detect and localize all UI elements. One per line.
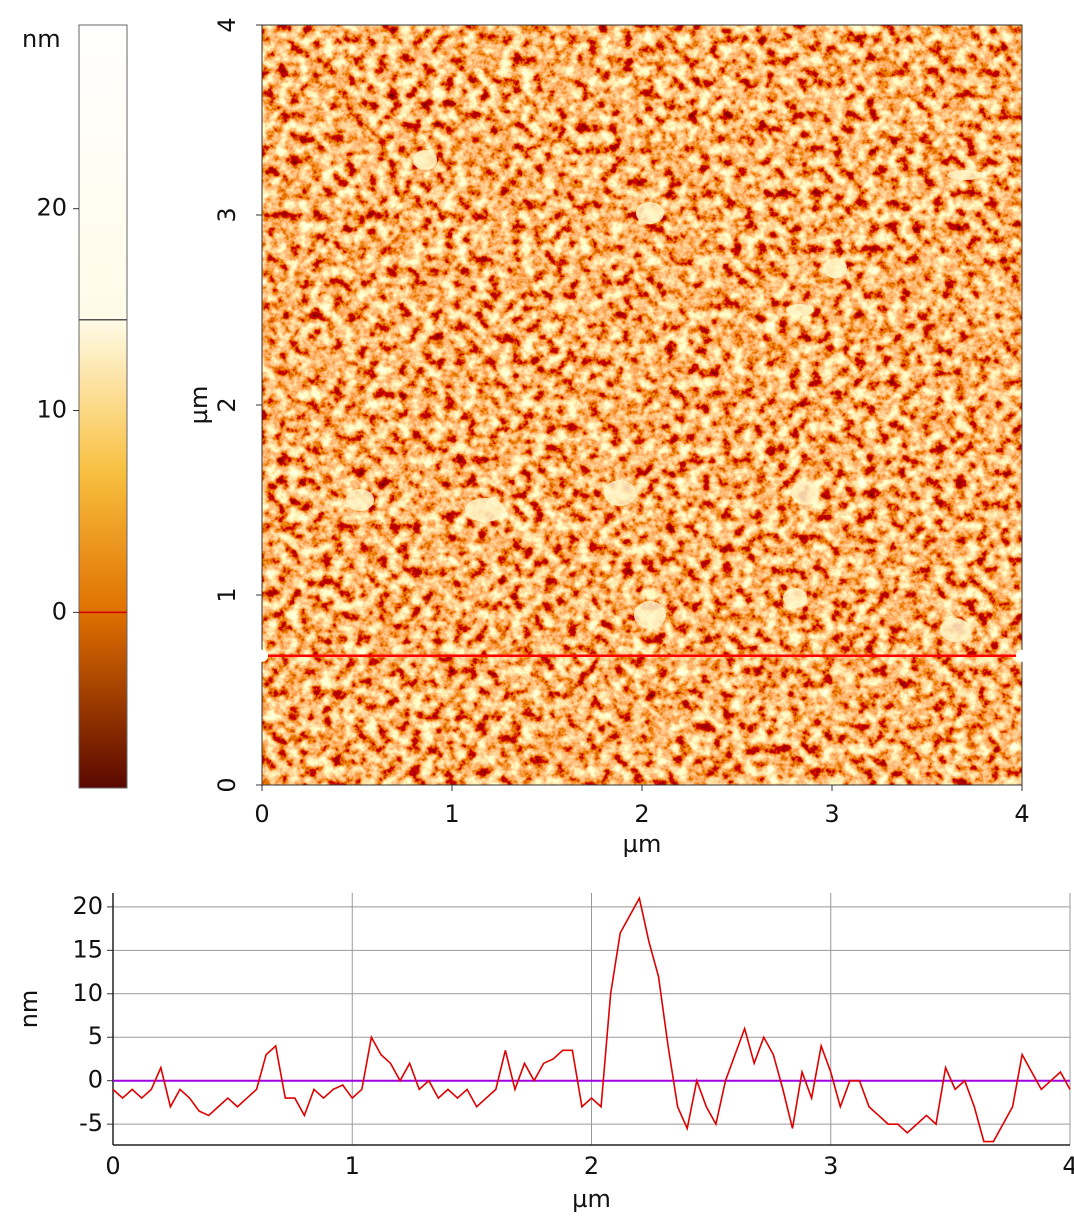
x-tick-label: 3	[824, 800, 839, 828]
y-tick-label: 3	[213, 207, 241, 222]
y-axis-label: nm	[15, 990, 43, 1029]
x-tick-label: 1	[345, 1152, 360, 1180]
x-tick-label: 4	[1014, 800, 1029, 828]
x-tick-label: 2	[584, 1152, 599, 1180]
y-tick-label: -5	[79, 1109, 103, 1137]
profile-curve	[112, 895, 1071, 1143]
colorbar-tick-label: 20	[36, 194, 67, 222]
y-tick-label: 20	[72, 892, 103, 920]
colorbar-tick-label: 10	[36, 396, 67, 424]
y-tick-label: 1	[213, 587, 241, 602]
y-tick-label: 2	[213, 397, 241, 412]
x-tick-label: 3	[823, 1152, 838, 1180]
x-tick-label: 0	[105, 1152, 120, 1180]
colorbar	[78, 24, 128, 789]
y-tick-label: 0	[213, 777, 241, 792]
y-tick-label: 10	[72, 979, 103, 1007]
x-tick-label: 0	[254, 800, 269, 828]
x-tick-label: 2	[634, 800, 649, 828]
x-tick-label: 1	[444, 800, 459, 828]
profile-end	[1016, 649, 1028, 662]
y-tick-label: 15	[72, 935, 103, 963]
x-axis-label: µm	[572, 1185, 611, 1213]
colorbar-label: nm	[22, 25, 61, 53]
x-axis-label: µm	[623, 830, 662, 858]
y-tick-label: 4	[213, 17, 241, 32]
x-tick-label: 4	[1062, 1152, 1074, 1180]
y-tick-label: 0	[88, 1066, 103, 1094]
bright-features	[346, 150, 983, 642]
afm-image	[262, 25, 1022, 785]
colorbar-tick-label: 0	[52, 597, 67, 625]
y-tick-label: 5	[88, 1022, 103, 1050]
profile-start	[256, 649, 268, 662]
y-axis-label: µm	[185, 386, 213, 425]
